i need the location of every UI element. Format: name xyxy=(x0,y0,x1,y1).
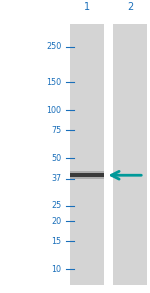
Bar xyxy=(70,171,104,179)
Text: 150: 150 xyxy=(46,78,62,87)
Text: 100: 100 xyxy=(47,106,62,115)
Text: 50: 50 xyxy=(51,154,62,163)
Text: 10: 10 xyxy=(52,265,62,274)
Text: 20: 20 xyxy=(51,217,62,226)
Text: 2: 2 xyxy=(127,2,133,12)
Bar xyxy=(70,24,104,285)
Text: 25: 25 xyxy=(51,202,62,210)
Bar xyxy=(113,24,147,285)
Text: 37: 37 xyxy=(51,174,62,183)
Text: 250: 250 xyxy=(46,42,62,52)
Text: 75: 75 xyxy=(51,126,62,134)
Text: 1: 1 xyxy=(84,2,90,12)
Bar xyxy=(70,173,104,177)
Text: 15: 15 xyxy=(51,237,62,246)
